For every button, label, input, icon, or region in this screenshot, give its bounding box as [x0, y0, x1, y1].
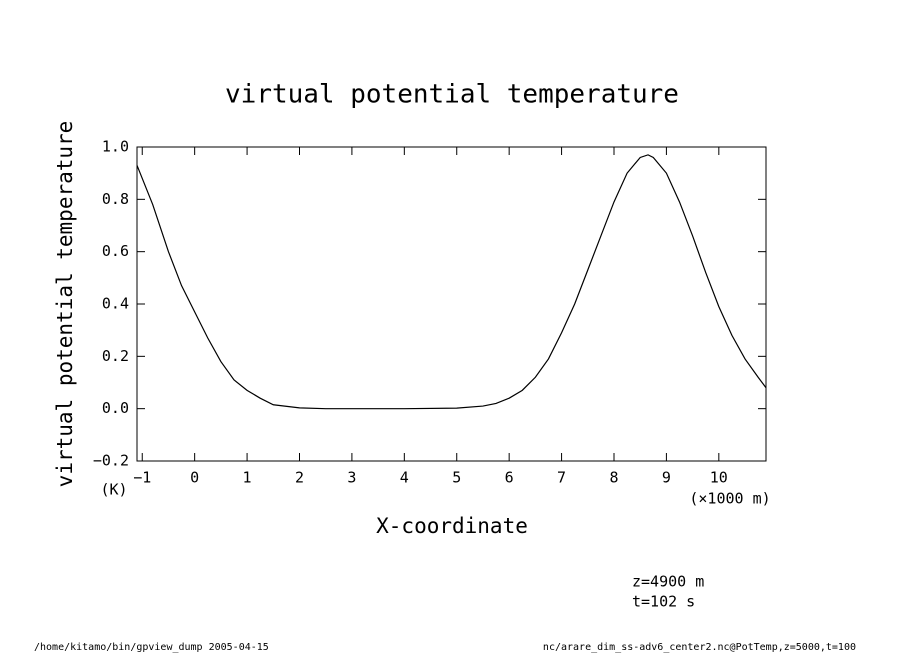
- y-axis-label: virtual potential temperature: [53, 121, 77, 488]
- footer-right: nc/arare_dim_ss-adv6_center2.nc@PotTemp,…: [543, 642, 856, 653]
- x-tick-label: 9: [662, 469, 671, 487]
- chart-title: virtual potential temperature: [225, 80, 679, 110]
- x-tick-label: 1: [243, 469, 252, 487]
- x-tick-label: 2: [295, 469, 304, 487]
- y-units: (K): [100, 481, 127, 499]
- x-tick-label: 6: [505, 469, 514, 487]
- x-tick-label: 10: [710, 469, 728, 487]
- annotation: z=4900 m: [632, 573, 704, 591]
- y-tick-label: 0.4: [102, 295, 129, 313]
- y-tick-label: 0.2: [102, 347, 129, 365]
- x-tick-label: 7: [557, 469, 566, 487]
- x-tick-label: −1: [133, 469, 151, 487]
- y-tick-label: 0.8: [102, 190, 129, 208]
- annotation: t=102 s: [632, 593, 695, 611]
- x-units: (×1000 m): [689, 490, 770, 508]
- y-tick-label: 1.0: [102, 138, 129, 156]
- y-tick-label: 0.6: [102, 242, 129, 260]
- x-axis-label: X-coordinate: [376, 514, 528, 538]
- y-tick-label: 0.0: [102, 399, 129, 417]
- x-tick-label: 5: [452, 469, 461, 487]
- y-tick-label: −0.2: [93, 452, 129, 470]
- x-tick-label: 3: [347, 469, 356, 487]
- footer-left: /home/kitamo/bin/gpview_dump 2005-04-15: [34, 642, 269, 653]
- data-line: [136, 154, 767, 410]
- x-tick-label: 8: [609, 469, 618, 487]
- plot-frame: [136, 146, 767, 462]
- x-tick-label: 4: [400, 469, 409, 487]
- x-tick-label: 0: [190, 469, 199, 487]
